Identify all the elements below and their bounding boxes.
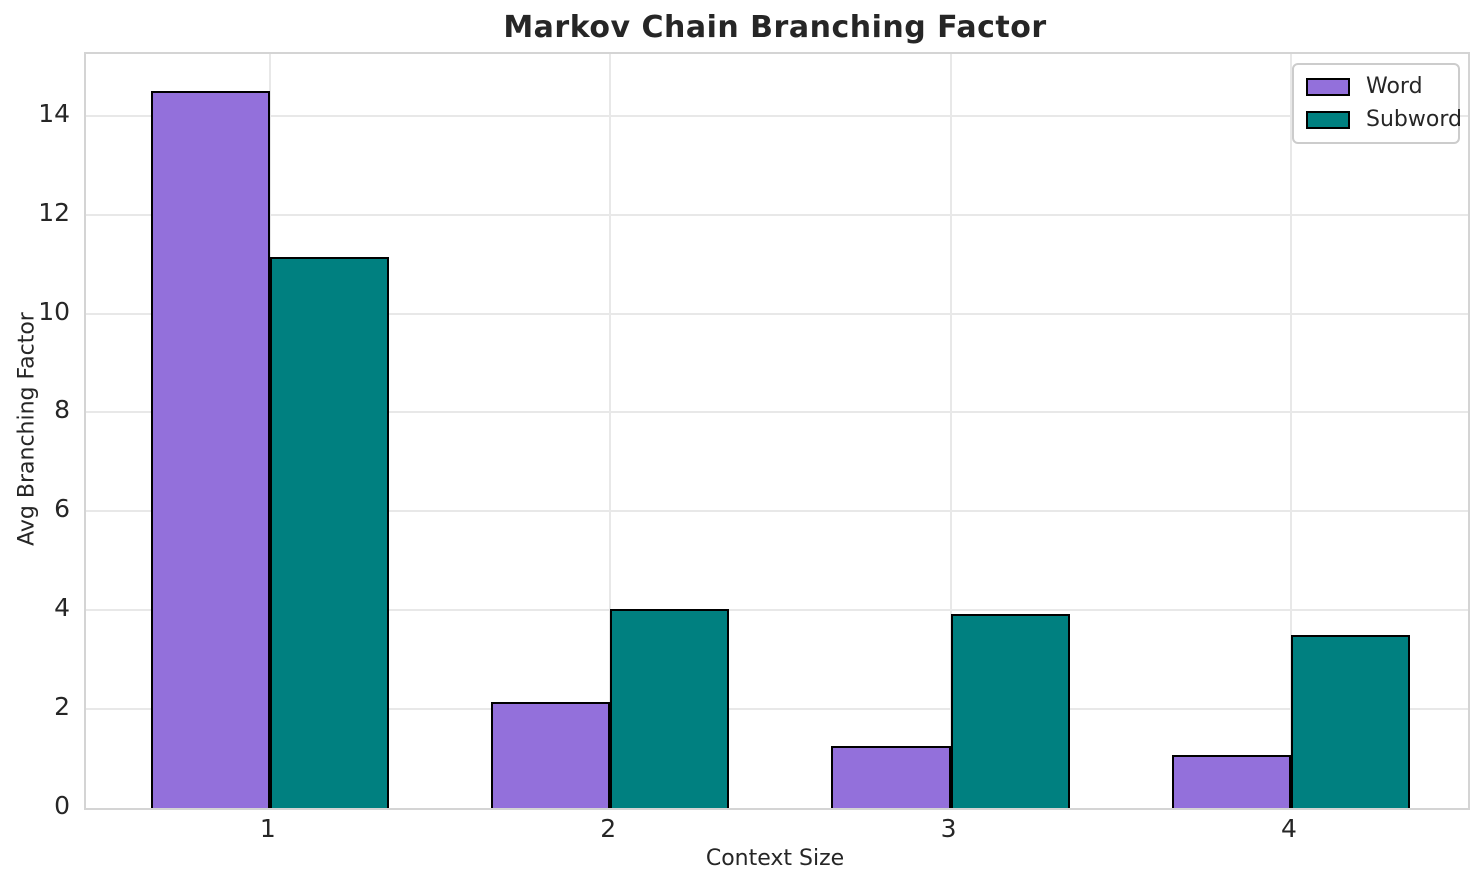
legend-swatch-word — [1306, 78, 1350, 96]
gridline-x-2 — [609, 54, 612, 808]
y-tick-label-6: 6 — [54, 494, 70, 524]
x-tick-label-2: 2 — [600, 814, 617, 843]
x-tick-label-3: 3 — [940, 814, 957, 843]
plot-area — [84, 52, 1470, 810]
bar-subword-3 — [950, 613, 1070, 808]
gridline-y-4 — [86, 609, 1468, 612]
x-tick-label-1: 1 — [259, 814, 276, 843]
y-tick-labels: 0 2 4 6 8 10 12 14 — [0, 52, 84, 820]
x-axis-label: Context Size — [705, 846, 845, 871]
legend-label-word: Word — [1366, 74, 1423, 99]
y-tick-label-8: 8 — [54, 395, 70, 425]
bar-subword-2 — [610, 609, 730, 808]
bar-subword-4 — [1290, 634, 1411, 808]
legend: Word Subword — [1292, 63, 1462, 144]
x-tick-labels: 1 2 3 4 — [84, 814, 1466, 846]
x-tick-label-4: 4 — [1281, 814, 1297, 843]
gridline-y-12 — [86, 213, 1468, 216]
y-tick-label-4: 4 — [54, 593, 70, 623]
bar-subword-1 — [269, 256, 389, 808]
legend-label-subword: Subword — [1366, 107, 1462, 132]
gridline-y-10 — [86, 312, 1468, 315]
chart-title: Markov Chain Branching Factor — [503, 10, 1047, 45]
legend-item-word: Word — [1306, 74, 1446, 100]
gridline-y-2 — [86, 708, 1468, 711]
gridline-y-8 — [86, 411, 1468, 414]
gridline-x-4 — [1289, 54, 1292, 808]
y-tick-label-2: 2 — [54, 692, 70, 722]
bar-word-3 — [831, 746, 951, 808]
bar-word-2 — [491, 701, 611, 808]
y-tick-label-0: 0 — [54, 791, 70, 820]
bar-word-4 — [1171, 755, 1291, 808]
y-tick-label-10: 10 — [38, 296, 70, 326]
gridline-x-3 — [949, 54, 952, 808]
gridline-y-6 — [86, 510, 1468, 513]
bar-word-1 — [150, 91, 270, 808]
y-tick-label-14: 14 — [38, 98, 70, 128]
y-tick-label-12: 12 — [38, 197, 70, 227]
legend-item-subword: Subword — [1306, 107, 1462, 133]
legend-swatch-subword — [1306, 111, 1350, 129]
gridline-y-14 — [86, 114, 1468, 117]
